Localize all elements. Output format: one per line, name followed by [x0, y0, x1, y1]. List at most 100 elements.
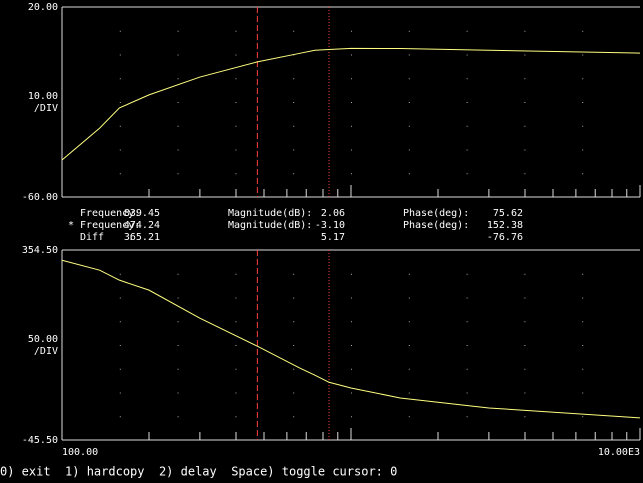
grid-dot — [524, 368, 526, 370]
grid-dot — [408, 345, 410, 346]
grid-dot — [582, 54, 584, 56]
grid-dot — [177, 416, 179, 418]
grid-dot — [235, 368, 237, 370]
grid-dot — [524, 345, 526, 346]
grid-dot — [582, 125, 584, 127]
grid-dot — [582, 321, 584, 323]
grid-dot — [524, 392, 526, 394]
grid-dot — [119, 273, 121, 275]
grid-dot — [408, 297, 410, 299]
scale-label: 10.00 — [28, 91, 58, 102]
scale-unit: /DIV — [34, 103, 58, 114]
diff-freq: 365.21 — [124, 232, 160, 243]
grid-dot — [408, 102, 410, 103]
freq-value: 839.45 — [124, 208, 160, 219]
grid-dot — [235, 273, 237, 275]
grid-dot — [582, 102, 584, 103]
y-tick-label: -45.50 — [22, 435, 58, 446]
grid-dot — [351, 30, 352, 32]
grid-dot — [408, 392, 410, 394]
grid-dot — [235, 30, 237, 32]
grid-dot — [351, 102, 352, 103]
grid-dot — [351, 54, 352, 56]
grid-dot — [235, 297, 237, 299]
grid-dot — [582, 297, 584, 299]
grid-dot — [351, 78, 352, 80]
grid-dot — [466, 125, 468, 127]
grid-dot — [119, 345, 121, 346]
grid-dot — [408, 368, 410, 370]
y-tick-label: -60.00 — [22, 192, 58, 203]
grid-dot — [582, 392, 584, 394]
grid-dot — [466, 368, 468, 370]
grid-dot — [293, 149, 295, 151]
grid-dot — [293, 321, 295, 323]
grid-dot — [293, 416, 295, 418]
grid-dot — [177, 149, 179, 151]
grid-dot — [235, 78, 237, 80]
grid-dot — [524, 321, 526, 323]
grid-dot — [582, 149, 584, 151]
grid-dot — [524, 54, 526, 56]
freq-label: * Frequency: — [68, 220, 140, 231]
grid-dot — [524, 173, 526, 175]
grid-dot — [235, 102, 237, 103]
grid-dot — [293, 345, 295, 346]
grid-dot — [293, 273, 295, 275]
grid-dot — [466, 102, 468, 103]
grid-dot — [408, 173, 410, 175]
y-tick-label: 354.50 — [22, 245, 58, 256]
phase-label: Phase(deg): — [403, 220, 469, 231]
grid-dot — [293, 102, 295, 103]
scale-unit: /DIV — [34, 346, 58, 357]
grid-dot — [119, 78, 121, 80]
grid-dot — [408, 416, 410, 418]
x-tick-label: 10.00E3 — [598, 447, 640, 458]
grid-dot — [524, 102, 526, 103]
grid-dot — [235, 321, 237, 323]
grid-dot — [293, 297, 295, 299]
grid-dot — [177, 102, 179, 103]
freq-value: 474.24 — [124, 220, 160, 231]
grid-dot — [524, 297, 526, 299]
grid-dot — [119, 54, 121, 56]
grid-dot — [466, 416, 468, 418]
mag-value: 2.06 — [321, 208, 345, 219]
grid-dot — [524, 149, 526, 151]
footer: 0) exit 1) hardcopy 2) delay Space) togg… — [0, 465, 397, 479]
grid-dot — [466, 54, 468, 56]
grid-dot — [351, 368, 352, 370]
x-tick-label: 100.00 — [62, 447, 98, 458]
grid-dot — [235, 54, 237, 56]
grid-dot — [293, 78, 295, 80]
grid-dot — [408, 78, 410, 80]
grid-dot — [351, 321, 352, 323]
curve — [61, 259, 641, 419]
grid-dot — [235, 173, 237, 175]
grid-dot — [351, 149, 352, 151]
mag-value: -3.10 — [315, 220, 345, 231]
grid-dot — [408, 321, 410, 323]
diff-phase: -76.76 — [487, 232, 523, 243]
grid-dot — [235, 345, 237, 346]
grid-dot — [351, 392, 352, 394]
grid-dot — [177, 392, 179, 394]
grid-dot — [466, 345, 468, 346]
grid-dot — [177, 345, 179, 346]
grid-dot — [466, 173, 468, 175]
grid-dot — [466, 321, 468, 323]
grid-dot — [177, 368, 179, 370]
grid-dot — [351, 125, 352, 127]
grid-dot — [119, 297, 121, 299]
diff-mag: 5.17 — [321, 232, 345, 243]
grid-dot — [235, 149, 237, 151]
grid-dot — [177, 30, 179, 32]
grid-dot — [408, 125, 410, 127]
grid-dot — [524, 78, 526, 80]
grid-dot — [177, 54, 179, 56]
mag-label: Magnitude(dB): — [228, 220, 312, 231]
grid-dot — [466, 149, 468, 151]
curve — [61, 47, 641, 161]
grid-dot — [293, 368, 295, 370]
